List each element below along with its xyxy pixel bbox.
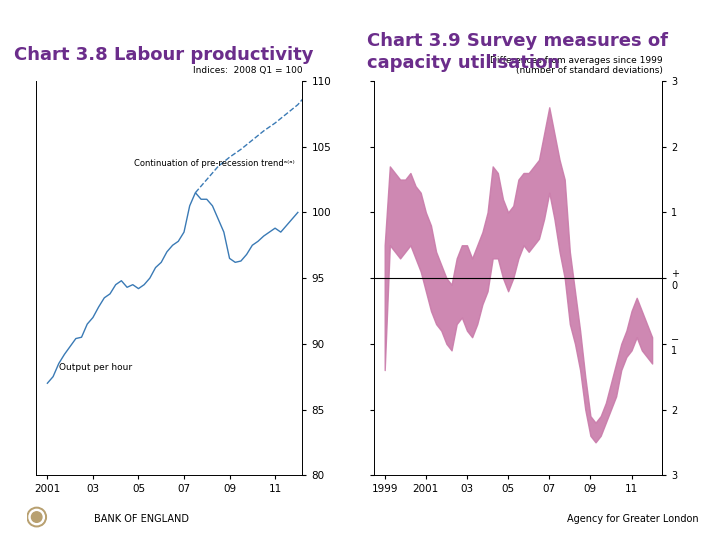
Text: Output per hour: Output per hour [59, 363, 132, 372]
Text: capacity utilisation: capacity utilisation [367, 54, 560, 72]
Text: Differences from averages since 1999
(number of standard deviations): Differences from averages since 1999 (nu… [490, 56, 662, 75]
Circle shape [32, 512, 42, 522]
Circle shape [29, 509, 45, 525]
Text: Continuation of pre-recession trendᵃ⁽ᵃ⁾: Continuation of pre-recession trendᵃ⁽ᵃ⁾ [134, 159, 294, 168]
Text: Indices:  2008 Q1 = 100: Indices: 2008 Q1 = 100 [193, 66, 302, 75]
Text: Chart 3.8 Labour productivity: Chart 3.8 Labour productivity [14, 46, 314, 64]
Text: BANK OF ENGLAND: BANK OF ENGLAND [94, 514, 189, 524]
Text: Agency for Greater London: Agency for Greater London [567, 514, 698, 524]
Circle shape [27, 508, 46, 527]
Text: Chart 3.9 Survey measures of: Chart 3.9 Survey measures of [367, 32, 668, 50]
